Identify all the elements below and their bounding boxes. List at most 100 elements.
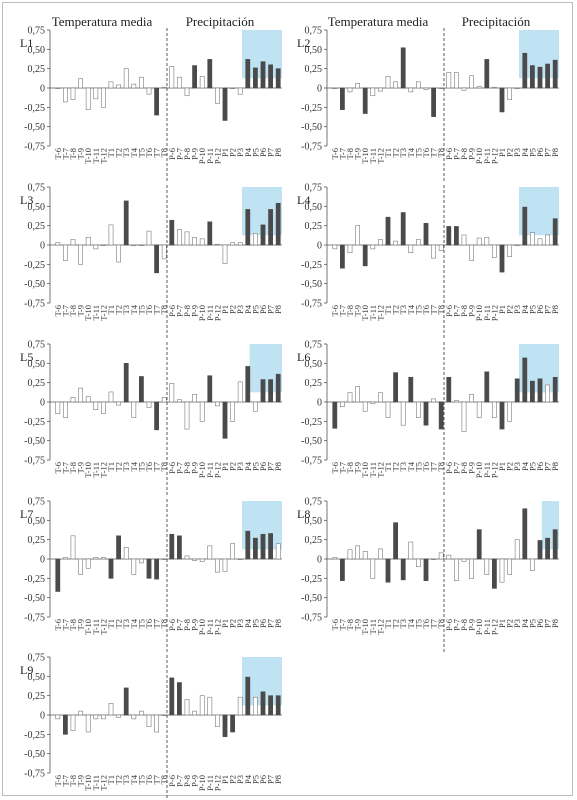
panel-l5: 0,750,500,250-0,25-0,50-0,75L5T-6T-7T-8T… [20,340,283,496]
category-label: P6 [535,148,545,157]
category-label: T1 [106,148,116,157]
category-label: P-12 [489,462,499,478]
bar-T7 [154,558,159,580]
category-label: T-7 [60,619,70,631]
category-label: P-8 [182,619,192,631]
category-label: P-9 [467,305,477,317]
category-label: P2 [505,148,515,157]
y-tick-label: -0,25 [24,260,45,271]
category-label: T-6 [330,462,340,474]
category-label: T-7 [337,148,347,160]
category-label: T6 [421,305,431,314]
bar-T8 [438,87,444,89]
bar-P-6 [446,376,452,403]
category-label: P1 [220,775,230,784]
bar-T1 [108,558,114,579]
bar-T2 [116,244,121,263]
bar-P2 [230,543,235,560]
bar-P-7 [177,682,182,716]
bar-T3 [400,47,406,89]
bar-T8 [438,552,444,560]
category-label: T-7 [337,619,347,631]
bar-T-9 [78,244,83,265]
bar-T-12 [101,557,106,560]
bar-T5 [139,558,144,564]
bar-T6 [423,401,429,426]
y-tick-label: -0,25 [24,103,45,114]
category-label: P3 [235,148,245,157]
category-label: T-6 [330,305,340,317]
category-label: P-10 [197,462,207,478]
category-label: P7 [266,305,276,314]
category-label: T7 [429,462,439,471]
bar-T-8 [70,535,76,560]
bar-T-7 [63,244,68,261]
bar-T2 [393,372,398,403]
bar-P8 [552,529,558,560]
category-label: T5 [136,462,146,471]
category-label: P-10 [197,775,207,791]
category-label: T1 [106,775,116,784]
bar-T-8 [70,239,76,246]
bar-T7 [154,244,159,274]
y-tick-label: -0,50 [301,436,322,447]
category-label: P-8 [182,462,192,474]
category-label: P-11 [205,148,215,164]
bar-T7 [154,401,159,431]
category-label: P-12 [212,305,222,321]
header-left-temp: Temperatura media [52,14,153,29]
bar-T8 [161,86,167,89]
bar-P3 [237,242,243,246]
bar-T-6 [332,87,338,89]
bar-T-6 [55,401,61,414]
category-label: P4 [520,304,530,314]
y-tick-label: 0 [40,84,45,95]
bar-P-8 [184,555,190,560]
bar-T5 [139,376,144,403]
bar-P8 [275,695,281,716]
category-label: T-10 [83,305,93,321]
panel-l1: 0,750,500,250-0,25-0,50-0,75L1T-6T-7T-8T… [20,26,283,182]
category-label: T6 [421,148,431,157]
category-label: P-10 [197,305,207,321]
bar-T-7 [340,244,345,269]
category-label: P-8 [459,619,469,631]
category-label: P-7 [451,305,461,317]
bar-T3 [400,212,406,246]
category-label: P-12 [212,775,222,791]
y-tick-label: 0,50 [28,45,46,56]
category-label: T-11 [91,305,101,320]
bar-P-12 [492,558,497,589]
bar-P-6 [446,554,452,560]
category-label: T-9 [353,462,363,474]
category-label: P-8 [182,148,192,160]
category-label: P-7 [174,775,184,787]
bar-T4 [131,401,137,418]
category-label: P-10 [197,148,207,164]
category-label: P6 [258,148,268,157]
bar-P5 [253,401,258,412]
category-label: T1 [383,148,393,157]
bar-P5 [530,380,535,403]
bar-P-9 [469,75,474,89]
category-label: P-7 [174,148,184,160]
bar-P4 [522,52,528,89]
category-label: T5 [413,305,423,314]
bar-T-9 [78,78,83,89]
category-label: T4 [406,618,416,628]
category-label: T-10 [360,148,370,164]
bar-P-8 [184,699,190,716]
bar-T8 [438,401,444,430]
bar-T-6 [55,714,61,720]
bar-T7 [154,714,159,733]
category-label: P-6 [444,619,454,631]
bar-P-8 [184,401,190,430]
bar-P5 [253,67,258,89]
category-label: T-10 [360,305,370,321]
bar-T-8 [347,244,353,254]
bar-T-7 [340,558,345,581]
y-tick-label: -0,50 [24,593,45,604]
category-label: P1 [497,619,507,628]
category-label: P2 [228,462,238,471]
